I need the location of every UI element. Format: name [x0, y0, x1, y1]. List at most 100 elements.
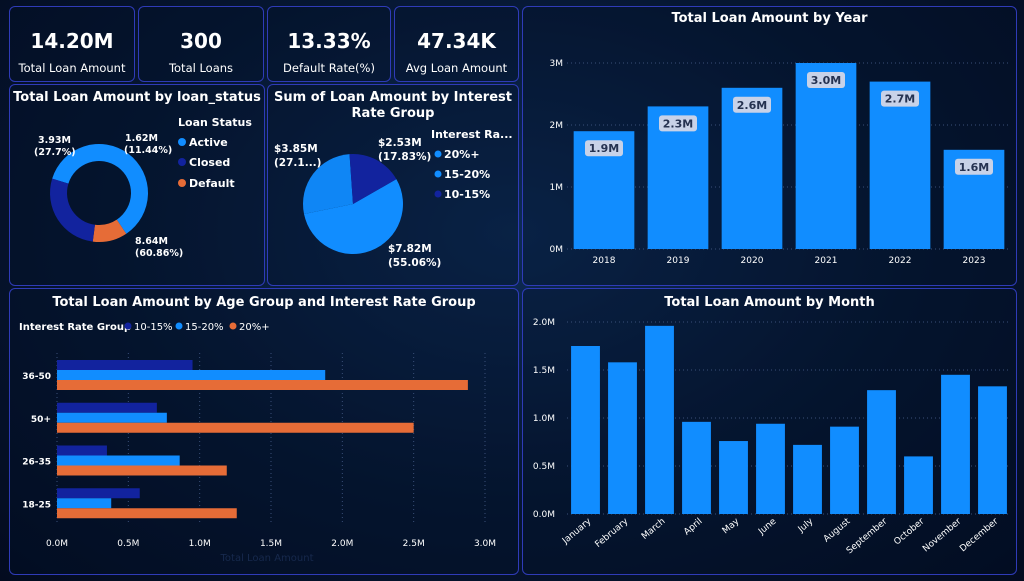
year-bar-chart[interactable]: 0M 1M 2M 3M 1.9M 2018 2.3M 2019 2.6M 2020 3.0M 2021…: [523, 7, 1018, 287]
year-bar-2021[interactable]: [795, 63, 857, 249]
legend-item-default[interactable]: Default: [189, 177, 235, 190]
month-bar-november[interactable]: [941, 374, 970, 514]
age-bar-26-35-20[interactable]: [57, 465, 227, 476]
year-data-label: 2.7M: [885, 93, 915, 106]
slice-label-15-20-pct: (27.1...): [274, 157, 321, 169]
month-bar-february[interactable]: [608, 362, 637, 514]
month-xtick: July: [796, 516, 816, 535]
slice-closed[interactable]: [49, 178, 95, 242]
slice-label-active-pct: (60.86%): [135, 248, 183, 259]
legend-item-active[interactable]: Active: [189, 136, 228, 149]
kpi-value: 13.33%: [287, 29, 371, 53]
kpi-total-loans[interactable]: 300 Total Loans: [138, 6, 264, 82]
slice-label-15-20-value: $3.85M: [274, 143, 318, 155]
month-chart-title: Total Loan Amount by Month: [664, 295, 875, 310]
age-category-label: 26-35: [22, 458, 51, 468]
month-xtick: June: [756, 516, 779, 537]
year-ytick: 3M: [550, 59, 564, 69]
interest-rate-title-line1: Sum of Loan Amount by Interest: [274, 90, 512, 105]
month-xtick: August: [822, 516, 853, 544]
age-xtick: 2.0M: [331, 539, 353, 549]
month-bar-december[interactable]: [978, 386, 1007, 514]
year-bar-2020[interactable]: [721, 87, 783, 249]
month-bar-may[interactable]: [719, 441, 748, 514]
month-bar-august[interactable]: [830, 426, 859, 514]
age-group-bar-chart[interactable]: Interest Rate Group 10-15% 15-20% 20%+ T…: [10, 289, 520, 576]
month-bar-july[interactable]: [793, 444, 822, 514]
year-bar-2022[interactable]: [869, 81, 931, 249]
kpi-avg-loan-amount[interactable]: 47.34K Avg Loan Amount: [394, 6, 519, 82]
month-bar-january[interactable]: [571, 346, 600, 514]
age-bar-26-35-10-15[interactable]: [57, 445, 107, 456]
age-category-label: 18-25: [22, 500, 51, 510]
year-data-label: 1.6M: [959, 161, 989, 174]
age-bar-50-15-20[interactable]: [57, 412, 167, 423]
month-bar-chart[interactable]: 0.0M 0.5M 1.0M 1.5M 2.0M January February March…: [523, 289, 1018, 576]
age-legend-title: Interest Rate Group: [19, 322, 131, 333]
legend-dot-default: [178, 179, 186, 187]
month-xtick: October: [892, 516, 926, 547]
age-xtick: 0.5M: [117, 539, 139, 549]
legend-item-20[interactable]: 20%+: [444, 148, 480, 161]
month-chart-panel[interactable]: Total Loan Amount by Month 0.0M 0.5M 1.0M 1…: [522, 288, 1017, 575]
slice-label-active-value: 8.64M: [135, 236, 168, 247]
slice-20[interactable]: [304, 179, 403, 255]
year-data-label-bg: [881, 90, 919, 107]
year-data-label-bg: [733, 96, 771, 113]
year-data-label-bg: [585, 140, 623, 157]
kpi-total-loan-amount[interactable]: 14.20M Total Loan Amount: [9, 6, 135, 82]
slice-default[interactable]: [92, 219, 127, 242]
kpi-default-rate[interactable]: 13.33% Default Rate(%): [267, 6, 391, 82]
age-legend-item-15-20[interactable]: 15-20%: [185, 322, 224, 333]
kpi-value: 47.34K: [417, 29, 496, 53]
age-legend-item-20[interactable]: 20%+: [239, 322, 270, 333]
age-bar-36-50-20[interactable]: [57, 380, 468, 390]
kpi-label: Total Loan Amount: [18, 61, 126, 75]
month-xtick: March: [640, 517, 667, 542]
month-bar-june[interactable]: [756, 423, 785, 514]
slice-label-10-15-value: $2.53M: [378, 137, 422, 149]
slice-label-20-pct: (55.06%): [388, 257, 441, 269]
interest-rate-panel[interactable]: Sum of Loan Amount by Interest Rate Grou…: [267, 84, 519, 286]
age-bar-50-20[interactable]: [57, 422, 414, 433]
age-bar-26-35-15-20[interactable]: [57, 455, 180, 466]
slice-active[interactable]: [52, 144, 148, 234]
age-bar-36-50-10-15[interactable]: [57, 360, 193, 370]
interest-rate-title-line2: Rate Group: [351, 106, 435, 121]
age-bar-18-25-10-15[interactable]: [57, 488, 140, 499]
age-category-label: 36-50: [22, 372, 51, 382]
age-bar-18-25-15-20[interactable]: [57, 498, 112, 509]
slice-15-20[interactable]: [303, 154, 353, 215]
age-legend-dot-20: [229, 322, 237, 330]
age-bar-18-25-20[interactable]: [57, 508, 237, 519]
age-bar-50-10-15[interactable]: [57, 402, 157, 413]
kpi-value: 14.20M: [30, 29, 114, 53]
age-xtick: 1.0M: [189, 539, 211, 549]
legend-item-closed[interactable]: Closed: [189, 156, 230, 169]
age-category-label: 50+: [31, 415, 51, 425]
slice-label-closed-value: 3.93M: [38, 135, 71, 146]
interest-rate-pie[interactable]: $3.85M (27.1...) $2.53M (17.83%) $7.82M …: [268, 85, 520, 287]
age-legend-item-10-15[interactable]: 10-15%: [134, 322, 173, 333]
year-xtick: 2018: [593, 256, 616, 266]
age-bar-36-50-15-20[interactable]: [57, 370, 326, 380]
age-legend-dot-15-20: [175, 322, 183, 330]
month-bar-april[interactable]: [682, 421, 711, 514]
loan-status-panel[interactable]: Total Loan Amount by loan_status 3.93M (…: [9, 84, 265, 286]
legend-dot-15-20: [434, 170, 442, 178]
year-ytick: 0M: [550, 245, 564, 255]
legend-item-10-15[interactable]: 10-15%: [444, 188, 490, 201]
month-bar-october[interactable]: [904, 456, 933, 514]
year-chart-panel[interactable]: Total Loan Amount by Year 0M 1M 2M 3M 1.9M 20…: [522, 6, 1017, 286]
loan-status-donut[interactable]: 3.93M (27.7%) 1.62M (11.44%) 8.64M (60.8…: [10, 85, 266, 287]
year-data-label-bg: [807, 72, 845, 88]
month-xtick: December: [958, 516, 1000, 554]
legend-item-15-20[interactable]: 15-20%: [444, 168, 490, 181]
month-bar-september[interactable]: [867, 390, 896, 514]
age-group-panel[interactable]: Total Loan Amount by Age Group and Inter…: [9, 288, 519, 575]
year-data-label-bg: [659, 115, 697, 132]
year-xtick: 2019: [667, 256, 690, 266]
slice-label-closed-pct: (27.7%): [34, 147, 76, 158]
slice-10-15[interactable]: [349, 154, 397, 204]
month-bar-march[interactable]: [645, 325, 674, 514]
